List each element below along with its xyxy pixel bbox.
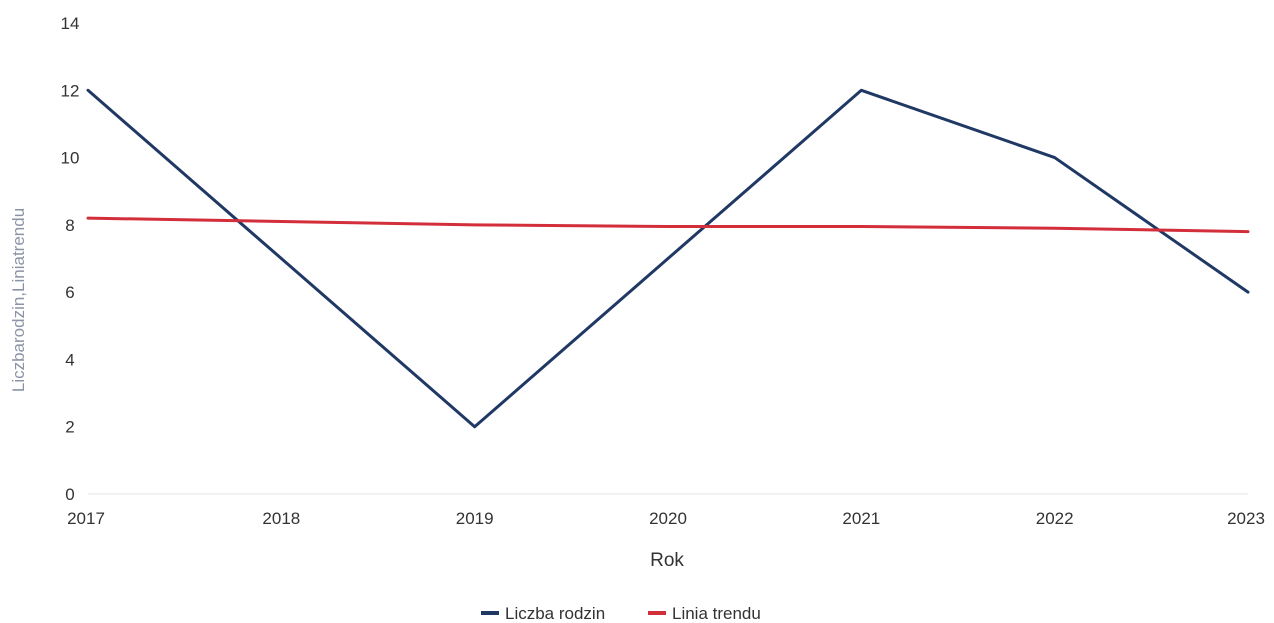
legend-label: Linia trendu xyxy=(672,604,761,623)
legend-label: Liczba rodzin xyxy=(505,604,605,623)
x-tick-label: 2017 xyxy=(67,509,105,528)
x-tick-label: 2018 xyxy=(262,509,300,528)
y-tick-label: 10 xyxy=(61,149,80,168)
x-tick-label: 2019 xyxy=(456,509,494,528)
legend: Liczba rodzin Linia trendu xyxy=(481,604,761,623)
y-axis-label: Liczbarodzin,Liniatrendu xyxy=(9,208,28,392)
y-tick-label: 0 xyxy=(65,485,74,504)
x-axis-ticks: 2017 2018 2019 2020 2021 2022 2023 xyxy=(67,509,1265,528)
y-axis-ticks: 0 2 4 6 8 10 12 14 xyxy=(61,14,80,504)
series-line-linia-trendu xyxy=(86,216,1250,234)
y-tick-label: 14 xyxy=(61,14,80,33)
y-tick-label: 2 xyxy=(65,418,74,437)
series-layer xyxy=(86,88,1250,429)
x-tick-label: 2022 xyxy=(1036,509,1074,528)
x-tick-label: 2020 xyxy=(649,509,687,528)
x-tick-label: 2021 xyxy=(842,509,880,528)
y-tick-label: 12 xyxy=(61,81,80,100)
y-tick-label: 4 xyxy=(65,350,74,369)
y-tick-label: 8 xyxy=(65,216,74,235)
y-tick-label: 6 xyxy=(65,283,74,302)
x-axis-label: Rok xyxy=(650,550,684,571)
x-tick-label: 2023 xyxy=(1227,509,1265,528)
